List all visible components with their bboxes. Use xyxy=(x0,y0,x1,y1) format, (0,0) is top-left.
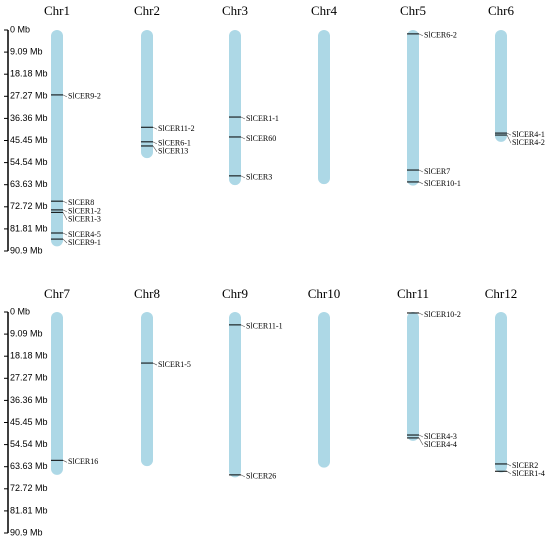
leader-line xyxy=(152,126,158,130)
y-tick-label: 81.81 Mb xyxy=(10,505,48,515)
chromosome xyxy=(141,30,153,159)
gene-label: SlCER10-2 xyxy=(424,310,461,319)
gene-label: SlCER4-4 xyxy=(424,440,457,449)
gene-label: SlCER6-1 xyxy=(158,139,191,148)
chromosome-label: Chr4 xyxy=(311,3,338,18)
leader-line xyxy=(418,33,424,37)
gene-label: SlCER1-2 xyxy=(68,207,101,216)
leader-line xyxy=(240,474,246,478)
gene-label: SlCER4-2 xyxy=(512,138,545,147)
gene-label: SlCER16 xyxy=(68,457,98,466)
gene-label: SlCER8 xyxy=(68,198,94,207)
y-tick-label: 0 Mb xyxy=(10,24,30,34)
y-tick-label: 45.45 Mb xyxy=(10,135,48,145)
leader-line xyxy=(62,238,68,244)
gene-label: SlCER7 xyxy=(424,167,450,176)
gene-label: SlCER1-3 xyxy=(68,215,101,224)
y-tick-label: 27.27 Mb xyxy=(10,91,48,101)
y-tick-label: 81.81 Mb xyxy=(10,223,48,233)
leader-line xyxy=(62,232,68,236)
gene-label: SlCER1-5 xyxy=(158,360,191,369)
chromosome-label: Chr1 xyxy=(44,3,70,18)
chromosome-label: Chr3 xyxy=(222,3,248,18)
chromosome-label: Chr2 xyxy=(134,3,160,18)
chromosome-label: Chr7 xyxy=(44,286,71,301)
gene-label: SlCER1-4 xyxy=(512,469,545,478)
gene-label: SlCER11-2 xyxy=(158,124,195,133)
leader-line xyxy=(418,312,424,316)
y-tick-label: 36.36 Mb xyxy=(10,395,48,405)
y-tick-label: 9.09 Mb xyxy=(10,46,43,56)
leader-line xyxy=(418,437,424,446)
chromosome-label: Chr8 xyxy=(134,286,160,301)
gene-label: SlCER6-2 xyxy=(424,31,457,40)
chromosome xyxy=(318,30,330,185)
leader-line xyxy=(152,145,158,153)
leader-line xyxy=(62,200,68,204)
leader-line xyxy=(62,94,68,98)
y-tick-label: 72.72 Mb xyxy=(10,201,48,211)
y-tick-label: 27.27 Mb xyxy=(10,373,48,383)
leader-line xyxy=(506,134,512,144)
chromosome xyxy=(495,312,507,473)
y-tick-label: 90.9 Mb xyxy=(10,245,43,255)
y-tick-label: 90.9 Mb xyxy=(10,527,43,537)
chromosome xyxy=(495,30,507,142)
gene-label: SlCER2 xyxy=(512,461,538,470)
leader-line xyxy=(418,181,424,185)
chromosome xyxy=(407,312,419,441)
gene-label: SlCER4-1 xyxy=(512,130,545,139)
chromosome-label: Chr6 xyxy=(488,3,515,18)
chromosome-label: Chr9 xyxy=(222,286,248,301)
leader-line xyxy=(62,209,68,213)
gene-label: SlCER60 xyxy=(246,134,276,143)
gene-label: SlCER9-2 xyxy=(68,92,101,101)
y-tick-label: 54.54 Mb xyxy=(10,439,48,449)
chromosome-label: Chr12 xyxy=(485,286,518,301)
leader-line xyxy=(152,141,158,145)
y-tick-label: 63.63 Mb xyxy=(10,461,48,471)
y-tick-label: 18.18 Mb xyxy=(10,69,48,79)
y-tick-label: 45.45 Mb xyxy=(10,417,48,427)
y-tick-label: 36.36 Mb xyxy=(10,113,48,123)
gene-label: SlCER13 xyxy=(158,147,188,156)
gene-label: SlCER4-3 xyxy=(424,432,457,441)
chromosome-label: Chr10 xyxy=(308,286,341,301)
leader-line xyxy=(240,116,246,120)
leader-line xyxy=(506,470,512,475)
leader-line xyxy=(506,463,512,467)
leader-line xyxy=(152,362,158,366)
chromosome xyxy=(318,312,330,468)
leader-line xyxy=(240,175,246,179)
leader-line xyxy=(418,169,424,173)
leader-line xyxy=(240,324,246,328)
y-tick-label: 54.54 Mb xyxy=(10,157,48,167)
y-tick-label: 63.63 Mb xyxy=(10,179,48,189)
chromosome xyxy=(51,312,63,475)
leader-line xyxy=(62,212,68,221)
chromosome-label: Chr5 xyxy=(400,3,426,18)
chromosome-label: Chr11 xyxy=(397,286,429,301)
y-tick-label: 9.09 Mb xyxy=(10,328,43,338)
gene-label: SlCER10-1 xyxy=(424,179,461,188)
y-tick-label: 18.18 Mb xyxy=(10,351,48,361)
leader-line xyxy=(418,434,424,438)
gene-label: SlCER3 xyxy=(246,173,272,182)
gene-label: SlCER26 xyxy=(246,472,276,481)
gene-label: SlCER9-1 xyxy=(68,238,101,247)
y-tick-label: 0 Mb xyxy=(10,306,30,316)
chromosome xyxy=(229,312,241,478)
leader-line xyxy=(240,136,246,140)
chromosome xyxy=(407,30,419,186)
y-tick-label: 72.72 Mb xyxy=(10,483,48,493)
gene-label: SlCER4-5 xyxy=(68,230,101,239)
gene-label: SlCER11-1 xyxy=(246,322,283,331)
leader-line xyxy=(62,460,68,463)
leader-line xyxy=(506,132,512,136)
chromosome xyxy=(141,312,153,467)
chromosome xyxy=(51,30,63,247)
gene-label: SlCER1-1 xyxy=(246,114,279,123)
chromosome xyxy=(229,30,241,186)
